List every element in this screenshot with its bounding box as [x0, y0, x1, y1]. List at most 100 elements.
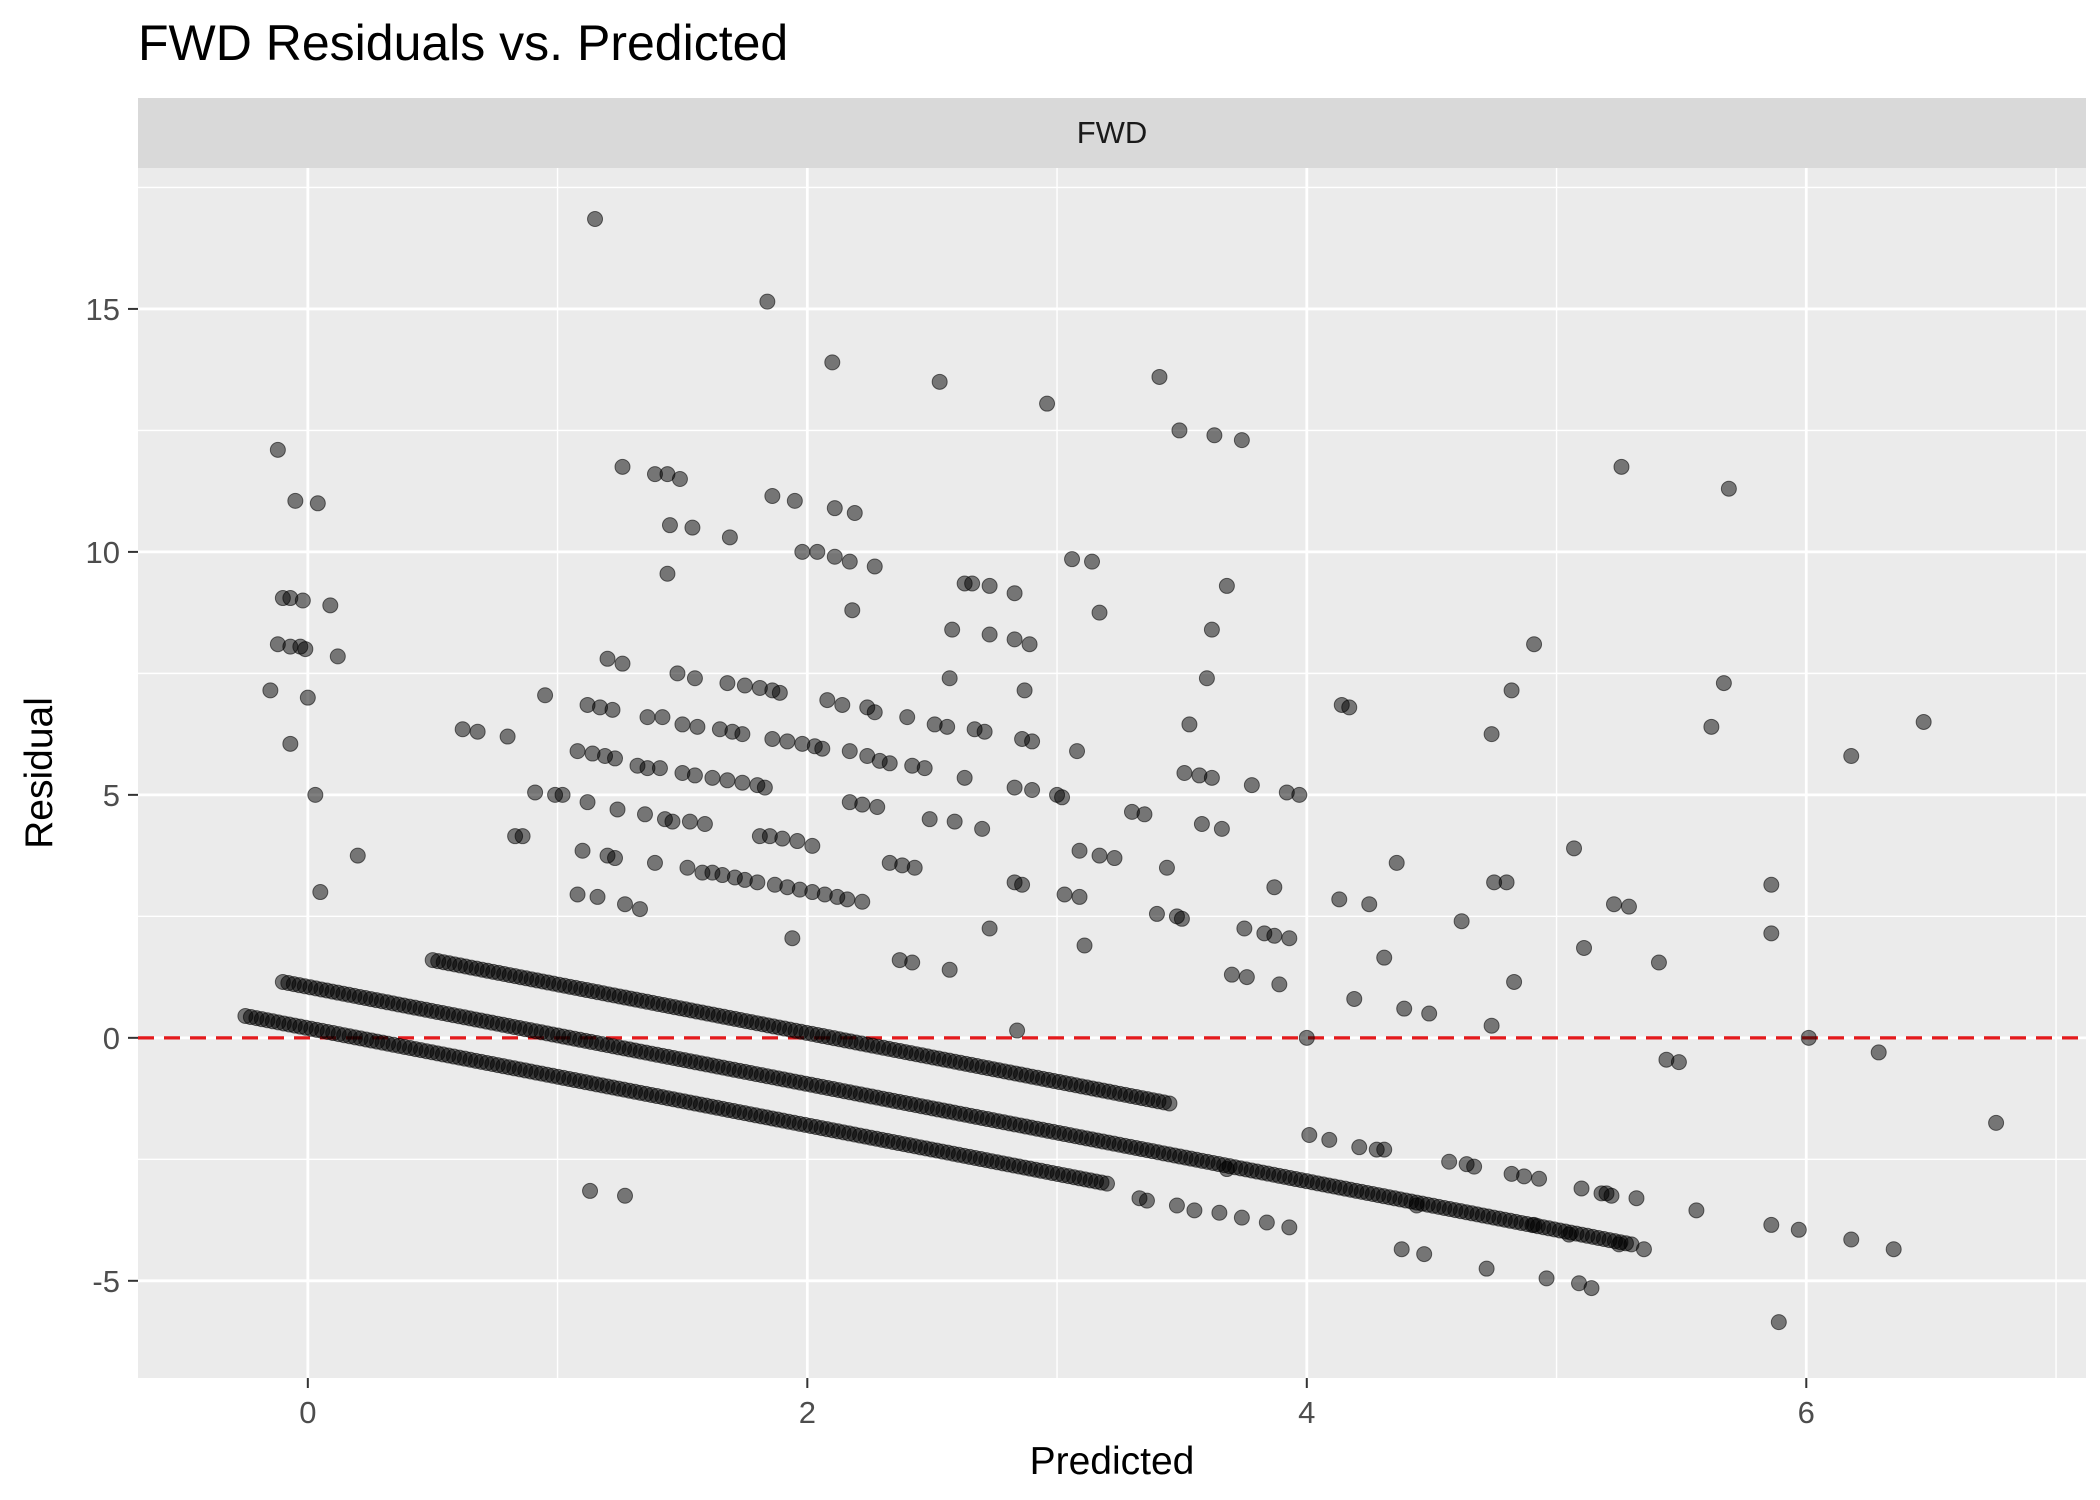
data-point	[734, 726, 751, 743]
data-point	[1173, 910, 1190, 927]
data-point	[294, 592, 311, 609]
data-point	[659, 565, 676, 582]
data-point	[1441, 1153, 1458, 1170]
data-point	[704, 769, 721, 786]
data-point	[1720, 480, 1737, 497]
data-point	[834, 696, 851, 713]
data-point	[956, 769, 973, 786]
data-point	[609, 801, 626, 818]
data-point	[617, 896, 633, 913]
data-point	[916, 760, 933, 777]
data-point	[774, 830, 791, 847]
data-point	[981, 577, 998, 594]
data-point	[661, 517, 678, 534]
x-axis-title: Predicted	[1030, 1440, 1195, 1483]
data-point	[981, 626, 998, 643]
y-tick-label: 15	[86, 292, 120, 327]
data-point	[1531, 1170, 1548, 1187]
data-point	[1223, 966, 1240, 983]
data-point	[1538, 1270, 1555, 1287]
data-point	[946, 813, 963, 830]
data-point	[784, 930, 801, 947]
data-point	[866, 558, 883, 575]
data-point	[1583, 1280, 1600, 1297]
data-point	[749, 874, 766, 891]
data-point	[1181, 716, 1198, 733]
data-point	[1478, 1260, 1495, 1277]
data-point	[1605, 896, 1622, 913]
data-point	[1171, 422, 1188, 439]
data-point	[1151, 368, 1168, 385]
data-point	[1368, 1141, 1385, 1158]
data-point	[1566, 840, 1583, 857]
data-point	[844, 602, 861, 619]
data-point	[696, 816, 713, 833]
data-point	[854, 893, 871, 910]
data-point	[1376, 949, 1393, 966]
x-tick-label: 2	[799, 1395, 816, 1430]
data-point	[939, 718, 956, 735]
data-point	[1483, 1017, 1500, 1034]
data-point	[309, 495, 326, 512]
data-point	[1064, 551, 1081, 568]
data-point	[1396, 1000, 1413, 1017]
data-point	[771, 684, 788, 701]
data-point	[664, 813, 681, 830]
data-point	[1168, 1197, 1185, 1214]
data-point	[1763, 876, 1780, 893]
data-point	[686, 670, 703, 687]
data-point	[1099, 1175, 1116, 1192]
data-point	[1466, 1158, 1483, 1175]
data-point	[312, 884, 329, 901]
data-point	[307, 786, 324, 803]
data-point	[814, 740, 831, 757]
data-point	[1291, 786, 1308, 803]
facet-strip	[138, 98, 2086, 168]
data-point	[764, 488, 781, 505]
data-point	[1203, 621, 1220, 638]
data-point	[1408, 1197, 1425, 1214]
data-point	[719, 772, 736, 789]
data-point	[736, 677, 753, 694]
facet-strip-label: FWD	[1077, 115, 1148, 150]
data-point	[1885, 1241, 1902, 1258]
data-point	[904, 954, 921, 971]
data-point	[824, 354, 841, 371]
data-point	[1346, 990, 1363, 1007]
data-point	[841, 553, 858, 570]
data-point	[1054, 789, 1071, 806]
data-point	[826, 548, 843, 565]
data-point	[1388, 854, 1405, 871]
data-point	[941, 670, 958, 687]
data-point	[1763, 925, 1780, 942]
data-point	[1271, 976, 1288, 993]
x-tick-label: 6	[1798, 1395, 1815, 1430]
x-tick-label: 4	[1298, 1395, 1315, 1430]
data-point	[734, 774, 751, 791]
data-point	[1193, 816, 1210, 833]
data-point	[527, 784, 544, 801]
data-point	[1763, 1216, 1780, 1233]
data-point	[1598, 1185, 1615, 1202]
data-point	[639, 709, 656, 726]
data-point	[1131, 1190, 1148, 1207]
data-point	[1361, 896, 1378, 913]
data-point	[906, 859, 923, 876]
data-point	[1024, 782, 1041, 799]
data-point	[617, 1187, 633, 1204]
data-point	[846, 505, 863, 522]
data-point	[631, 901, 648, 918]
data-point	[537, 687, 554, 704]
data-point	[1213, 820, 1230, 837]
data-point	[1498, 874, 1515, 891]
data-point	[1203, 769, 1220, 786]
data-point	[654, 709, 671, 726]
data-point	[1610, 1236, 1627, 1253]
data-point	[1218, 1161, 1235, 1178]
data-point	[646, 854, 663, 871]
data-point	[921, 811, 938, 828]
data-point	[1281, 1219, 1298, 1236]
data-point	[1715, 675, 1732, 692]
data-point	[1988, 1114, 2005, 1131]
